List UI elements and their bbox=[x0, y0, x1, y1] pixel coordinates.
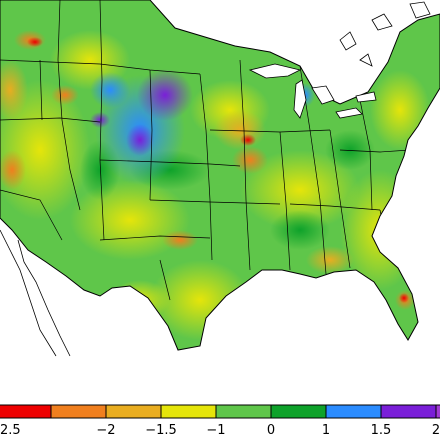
legend-bin-4 bbox=[215, 404, 272, 419]
contiguous-us-field bbox=[0, 0, 440, 350]
legend-bin-3 bbox=[160, 404, 217, 419]
legend-bin-2 bbox=[105, 404, 162, 419]
legend-bin-8 bbox=[435, 404, 440, 419]
legend-bins bbox=[0, 404, 440, 419]
legend-bin-1 bbox=[50, 404, 107, 419]
anomaly-map bbox=[0, 0, 440, 357]
legend-tick-label-1: −2 bbox=[96, 423, 115, 438]
state-boundaries bbox=[0, 0, 411, 301]
legend-bin-7 bbox=[380, 404, 437, 419]
legend-tick-label-3: −1 bbox=[206, 423, 225, 438]
canada-outlines bbox=[339, 1, 431, 67]
legend-bin-0 bbox=[0, 404, 52, 419]
legend-tick-label-4: 0 bbox=[267, 423, 275, 438]
legend-bin-6 bbox=[325, 404, 382, 419]
mexico-outline bbox=[0, 229, 71, 357]
great-lakes bbox=[248, 63, 377, 119]
legend-tick-label-5: 1 bbox=[322, 423, 330, 438]
legend-tick-label-2: −1.5 bbox=[145, 423, 177, 438]
legend-tick-label-7: 2 bbox=[432, 423, 440, 438]
legend-tick-label-0: 2.5 bbox=[0, 423, 21, 438]
legend-bin-5 bbox=[270, 404, 327, 419]
legend-tick-label-6: 1.5 bbox=[371, 423, 392, 438]
